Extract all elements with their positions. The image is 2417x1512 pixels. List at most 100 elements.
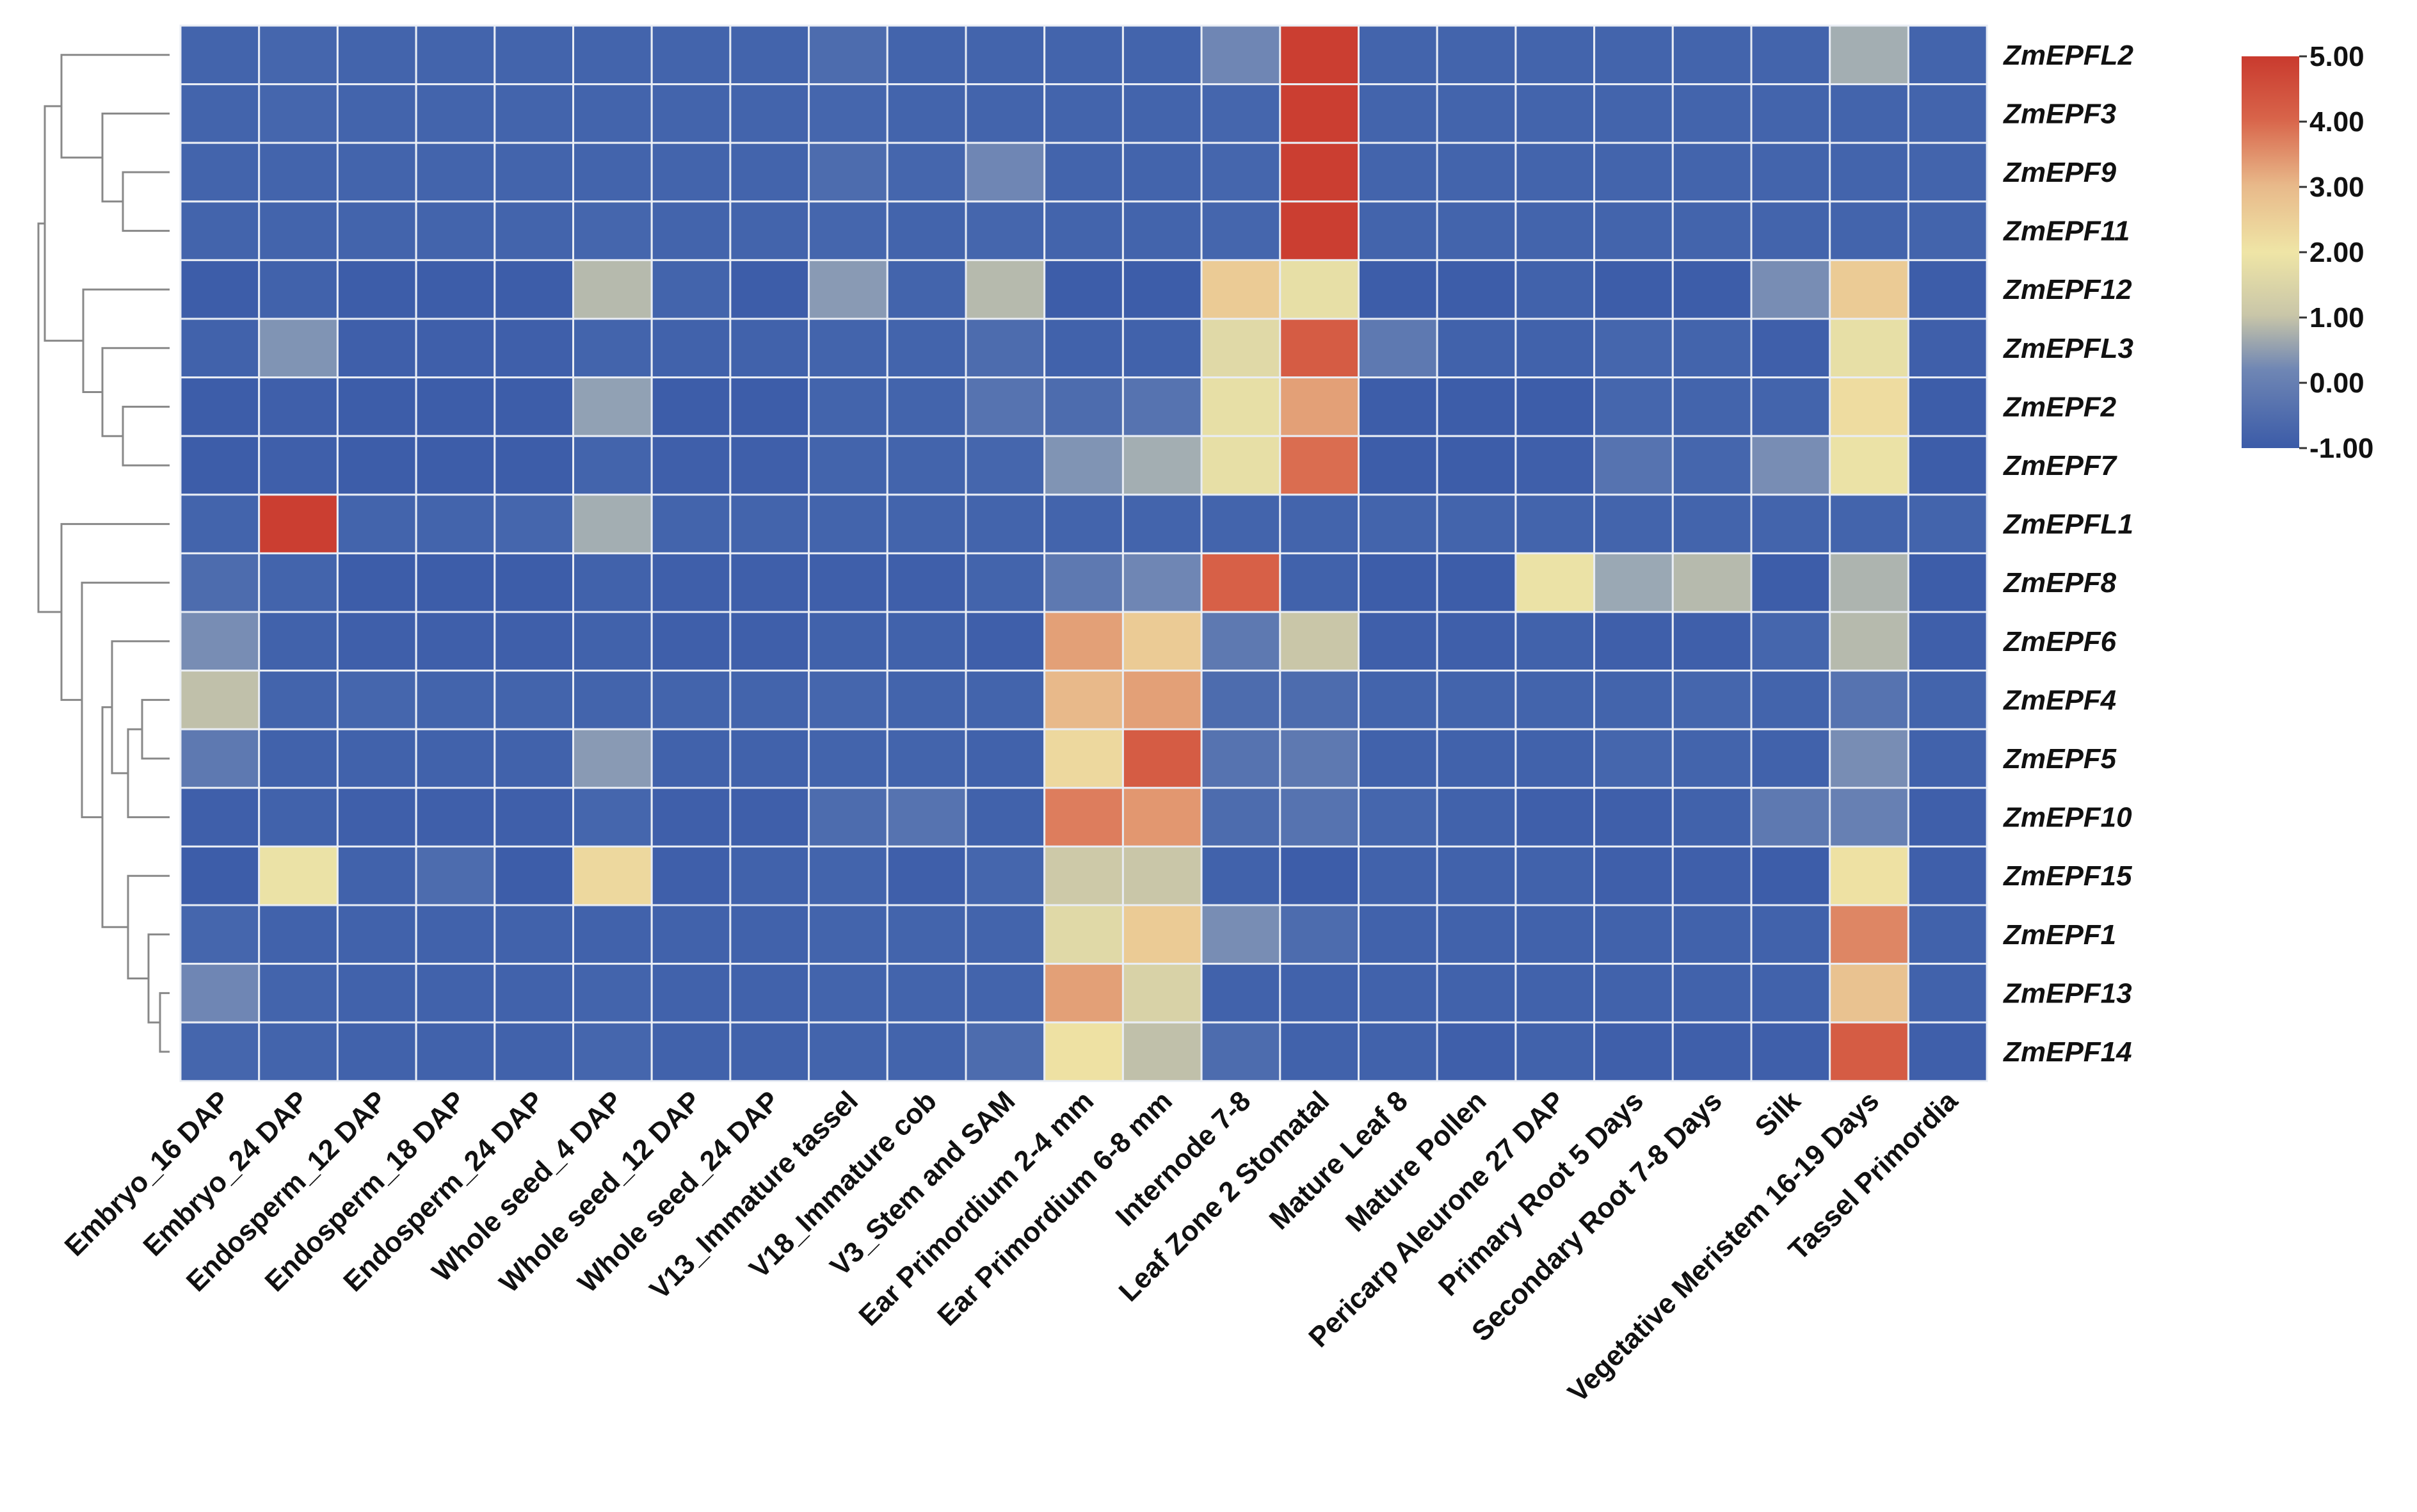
heatmap-cell — [258, 728, 339, 789]
dendrogram-branch — [111, 640, 170, 775]
heatmap-cell — [1358, 670, 1438, 730]
heatmap-cell — [494, 845, 574, 906]
heatmap-cell — [1121, 494, 1203, 554]
heatmap-cell — [572, 494, 653, 554]
heatmap-cell — [1829, 728, 1909, 789]
heatmap-cell — [1043, 24, 1124, 86]
heatmap-cell — [965, 376, 1046, 437]
heatmap-cell — [1514, 1021, 1596, 1082]
heatmap-cell — [1907, 728, 1988, 789]
heatmap-cell — [1121, 259, 1203, 320]
heatmap-cell — [965, 200, 1046, 261]
heatmap-cell — [179, 552, 261, 613]
heatmap-cell — [1593, 318, 1674, 379]
heatmap-cell — [1750, 200, 1831, 261]
heatmap-cell — [1436, 670, 1517, 730]
heatmap-cell — [258, 1021, 339, 1082]
heatmap-cell — [572, 963, 653, 1024]
heatmap-cell — [258, 376, 339, 437]
heatmap-cell — [1514, 611, 1596, 672]
column-label: Mature Leaf 8 — [1264, 1085, 1414, 1235]
row-label: ZmEPFL3 — [2002, 333, 2133, 364]
heatmap-cell — [1750, 845, 1831, 906]
heatmap-cell — [572, 259, 653, 320]
heatmap-cell — [1358, 376, 1438, 437]
dendrogram-branch — [159, 992, 170, 1053]
heatmap-cell — [1907, 787, 1988, 848]
heatmap-cell — [886, 494, 967, 554]
heatmap-cell — [1907, 141, 1988, 203]
heatmap-cell — [179, 670, 261, 730]
heatmap-cell — [1514, 845, 1596, 906]
heatmap-cell — [1121, 24, 1203, 86]
heatmap-cell — [965, 494, 1046, 554]
heatmap-cell — [494, 200, 574, 261]
heatmap-cell — [1436, 728, 1517, 789]
heatmap-cell — [572, 83, 653, 144]
colorbar-tick-label: 2.00 — [2309, 237, 2365, 268]
heatmap-cell — [1043, 904, 1124, 965]
heatmap-cell — [494, 670, 574, 730]
heatmap-cell — [1750, 1021, 1831, 1082]
heatmap-cell — [1671, 963, 1753, 1024]
heatmap-cell — [415, 611, 496, 672]
heatmap-cell — [1514, 435, 1596, 496]
heatmap-cell — [808, 435, 888, 496]
heatmap-cell — [336, 24, 417, 86]
heatmap-cell — [1593, 670, 1674, 730]
heatmap-cell — [965, 318, 1046, 379]
row-label: ZmEPF7 — [2002, 450, 2118, 481]
heatmap-cell — [1907, 318, 1988, 379]
heatmap-cell — [886, 141, 967, 203]
heatmap-cell — [1200, 141, 1281, 203]
heatmap-cell — [1358, 611, 1438, 672]
row-label: ZmEPF15 — [2002, 860, 2132, 892]
heatmap-cell — [1279, 200, 1360, 261]
heatmap-cell — [1829, 435, 1909, 496]
heatmap-cell — [965, 259, 1046, 320]
heatmap-cell — [415, 83, 496, 144]
heatmap-cell — [1200, 24, 1281, 86]
heatmap-cell — [1358, 494, 1438, 554]
row-label: ZmEPF9 — [2002, 157, 2117, 188]
heatmap-cell — [1279, 787, 1360, 848]
heatmap-cell — [965, 435, 1046, 496]
colorbar-gradient — [2242, 56, 2299, 448]
heatmap-cell — [1121, 435, 1203, 496]
heatmap-cell — [650, 83, 732, 144]
heatmap-cell — [1750, 670, 1831, 730]
heatmap-cell — [1750, 259, 1831, 320]
heatmap-cells — [179, 24, 1988, 1082]
heatmap-cell — [1593, 845, 1674, 906]
heatmap-cell — [1829, 963, 1909, 1024]
heatmap-cell — [258, 494, 339, 554]
heatmap-cell — [572, 200, 653, 261]
row-label: ZmEPFL1 — [2002, 509, 2133, 540]
heatmap-cell — [1436, 259, 1517, 320]
heatmap-cell — [1279, 376, 1360, 437]
heatmap-cell — [808, 787, 888, 848]
row-label: ZmEPF3 — [2002, 98, 2116, 129]
heatmap-cell — [1121, 611, 1203, 672]
heatmap-cell — [1358, 83, 1438, 144]
heatmap-cell — [1829, 376, 1909, 437]
heatmap-cell — [729, 611, 810, 672]
heatmap-cell — [808, 141, 888, 203]
heatmap-cell — [1750, 728, 1831, 789]
heatmap-cell — [1671, 259, 1753, 320]
heatmap-cell — [886, 963, 967, 1024]
heatmap-cell — [1671, 611, 1753, 672]
heatmap-cell — [336, 670, 417, 730]
heatmap-cell — [808, 83, 888, 144]
heatmap-cell — [1043, 787, 1124, 848]
heatmap-cell — [1200, 376, 1281, 437]
heatmap-cell — [1593, 1021, 1674, 1082]
colorbar-tick-label: 5.00 — [2309, 41, 2365, 72]
heatmap-cell — [415, 24, 496, 86]
heatmap-cell — [415, 963, 496, 1024]
heatmap-cell — [494, 376, 574, 437]
dendrogram-branch — [101, 112, 170, 203]
heatmap-cell — [1750, 494, 1831, 554]
heatmap-cell — [1829, 83, 1909, 144]
heatmap-cell — [1593, 611, 1674, 672]
